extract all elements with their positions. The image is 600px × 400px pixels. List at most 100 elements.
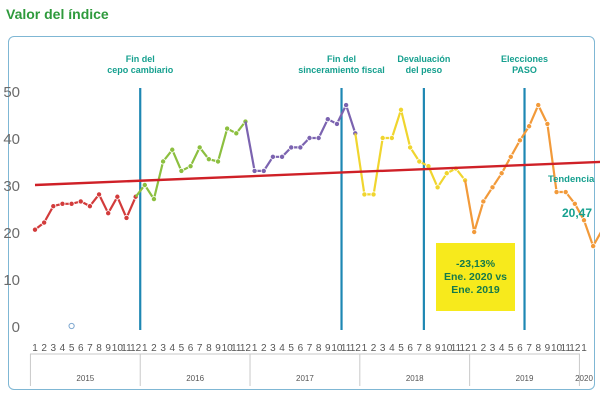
x-tick-label: 10 — [222, 343, 234, 354]
data-point — [178, 167, 185, 174]
data-point — [535, 102, 542, 109]
data-point — [68, 200, 75, 207]
x-tick-label: 3 — [270, 343, 276, 354]
data-point — [169, 146, 176, 153]
trend-layer — [34, 160, 600, 187]
data-point — [196, 144, 203, 151]
data-point — [434, 184, 441, 191]
data-point — [471, 228, 478, 235]
x-tick-label: 1 — [581, 343, 587, 354]
data-point — [498, 170, 505, 177]
data-point — [251, 167, 258, 174]
x-tick-label: 12 — [130, 343, 142, 354]
x-tick-label: 6 — [517, 343, 523, 354]
x-tick-label: 4 — [279, 343, 285, 354]
data-point — [388, 134, 395, 141]
x-tick-label: 1 — [471, 343, 477, 354]
data-point — [544, 120, 551, 127]
data-point — [41, 219, 48, 226]
chart-title: Valor del índice — [6, 6, 109, 22]
data-point — [333, 120, 340, 127]
x-tick-label: 8 — [535, 343, 541, 354]
x-tick-label: 7 — [197, 343, 203, 354]
data-point — [507, 153, 514, 160]
last-value-label: 20,47 — [562, 206, 593, 220]
x-tick-label: 1 — [252, 343, 258, 354]
data-point — [288, 144, 295, 151]
data-point — [416, 158, 423, 165]
data-point — [379, 134, 386, 141]
x-tick-label: 4 — [389, 343, 395, 354]
data-point — [324, 116, 331, 123]
series-layer — [32, 102, 600, 330]
x-tick-label: 4 — [169, 343, 175, 354]
x-tick-label: 8 — [206, 343, 212, 354]
x-tick-label: 11 — [561, 343, 572, 354]
x-tick-label: 6 — [78, 343, 84, 354]
year-label: 2020 — [575, 374, 593, 383]
data-point — [581, 217, 588, 224]
event-label: sinceramiento fiscal — [298, 65, 385, 75]
x-tick-label: 4 — [60, 343, 66, 354]
data-point — [297, 144, 304, 151]
x-tick-label: 10 — [441, 343, 453, 354]
x-tick-label: 2 — [481, 343, 487, 354]
series-line — [354, 108, 466, 196]
data-point — [315, 134, 322, 141]
annotation-box: -23,13% Ene. 2020 vs Ene. 2019 — [436, 243, 515, 311]
x-tick-label: 6 — [407, 343, 413, 354]
data-point — [489, 184, 496, 191]
data-point — [32, 226, 39, 233]
data-point — [86, 203, 93, 210]
event-label: Fin del — [327, 54, 356, 64]
x-tick-label: 6 — [298, 343, 304, 354]
data-point — [397, 106, 404, 113]
x-tick-label: 1 — [142, 343, 148, 354]
data-point — [443, 170, 450, 177]
trend-label: Tendencia — [548, 174, 595, 185]
x-tick-label: 11 — [451, 343, 462, 354]
data-point — [105, 210, 112, 217]
event-label: PASO — [512, 65, 537, 75]
x-tick-label: 7 — [307, 343, 313, 354]
x-tick-label: 1 — [32, 343, 38, 354]
series-line — [464, 104, 600, 248]
data-point — [343, 102, 350, 109]
x-tick-label: 9 — [325, 343, 331, 354]
x-tick-label: 12 — [350, 343, 362, 354]
y-tick-label: 10 — [3, 272, 20, 289]
data-point — [553, 189, 560, 196]
y-tick-label: 0 — [12, 319, 20, 336]
data-point — [571, 200, 578, 207]
x-tick-label: 2 — [41, 343, 47, 354]
x-tick-label: 8 — [96, 343, 102, 354]
x-tick-label: 7 — [526, 343, 532, 354]
stray-marker — [68, 322, 75, 330]
x-tick-label: 8 — [316, 343, 322, 354]
year-label: 2017 — [296, 374, 314, 383]
series-line — [134, 120, 247, 201]
x-tick-label: 7 — [417, 343, 423, 354]
year-label: 2018 — [406, 374, 424, 383]
x-tick-label: 3 — [51, 343, 57, 354]
data-point — [160, 158, 167, 165]
data-point — [205, 156, 212, 163]
x-tick-label: 3 — [160, 343, 166, 354]
data-point — [480, 198, 487, 205]
x-tick-label: 5 — [508, 343, 514, 354]
x-tick-label: 7 — [87, 343, 93, 354]
data-point — [562, 189, 569, 196]
x-tick-label: 9 — [545, 343, 551, 354]
year-label: 2016 — [186, 374, 204, 383]
x-tick-label: 3 — [380, 343, 386, 354]
data-point — [269, 153, 276, 160]
x-tick-label: 9 — [215, 343, 221, 354]
data-point — [260, 167, 267, 174]
x-tick-label: 10 — [551, 343, 563, 354]
y-axis: 0 10 20 30 40 50 — [3, 84, 20, 336]
y-tick-label: 50 — [3, 84, 20, 101]
annotation-line-2: Ene. 2020 vs — [443, 270, 508, 283]
chart-frame — [8, 36, 595, 390]
x-tick-label: 12 — [459, 343, 471, 354]
